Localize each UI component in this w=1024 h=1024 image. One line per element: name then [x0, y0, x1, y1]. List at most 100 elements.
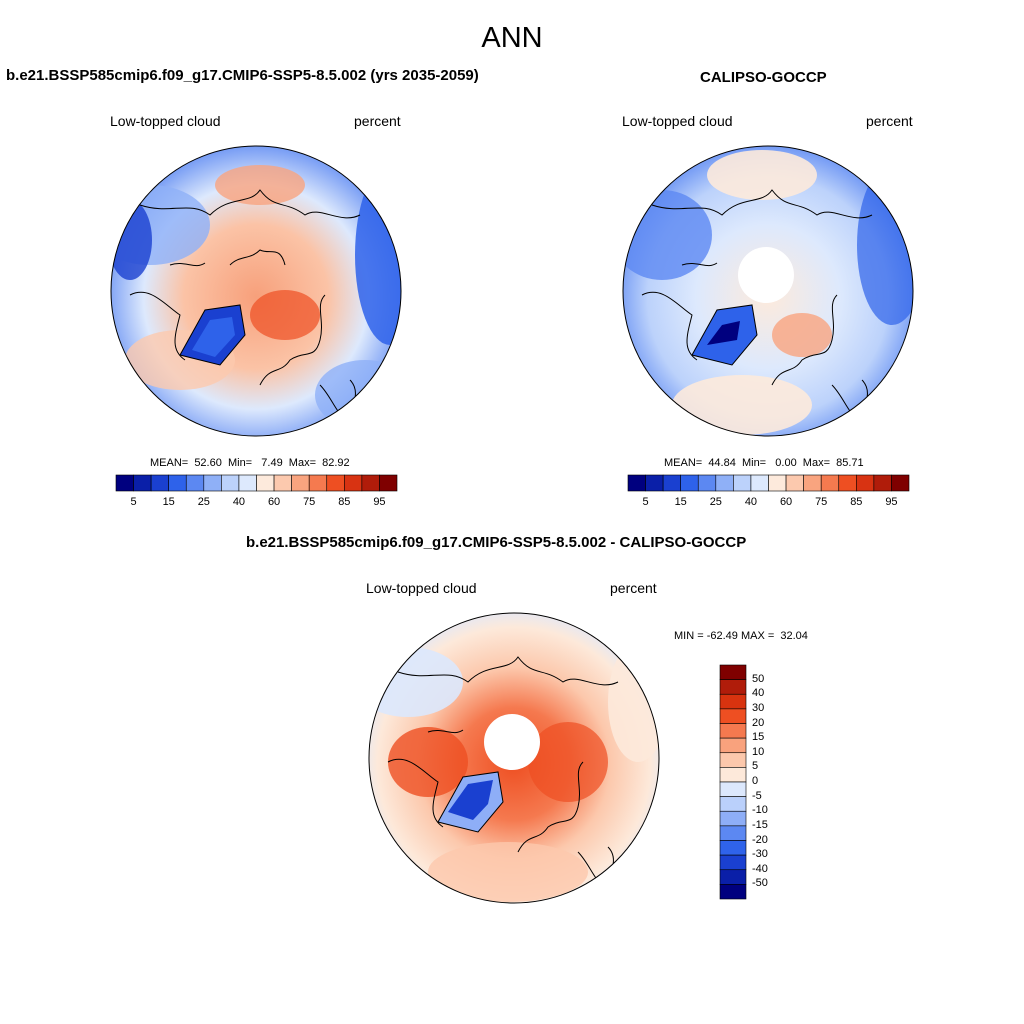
colorbar-swatch: [238, 474, 257, 492]
colorbar-tick-label: 50: [752, 672, 765, 685]
colorbar-swatch: [785, 474, 804, 492]
colorbar-tick-label: 5: [130, 496, 137, 508]
colorbar-swatch: [719, 737, 747, 754]
panel2-units-label: percent: [866, 113, 913, 129]
colorbar-tick-label: 75: [815, 496, 828, 508]
colorbar-tick-label: -30: [752, 848, 768, 861]
colorbar-tick-label: -50: [752, 877, 768, 890]
panel1-units-label: percent: [354, 113, 401, 129]
colorbar-tick-label: 95: [885, 496, 898, 508]
colorbar-tick-label: -5: [752, 789, 762, 802]
panel2-variable-label: Low-topped cloud: [622, 113, 733, 129]
panel3-colorbar: [719, 664, 747, 900]
colorbar-tick-label: 30: [752, 701, 765, 714]
panel1-colorbar-labels: 5 15 25 40 60 75 85 95: [116, 496, 397, 510]
colorbar-swatch: [856, 474, 875, 492]
colorbar-swatch: [719, 723, 747, 739]
colorbar-swatch: [379, 474, 398, 492]
colorbar-swatch: [768, 474, 787, 492]
panel2-case-title: CALIPSO-GOCCP: [700, 69, 827, 86]
colorbar-swatch: [203, 474, 222, 492]
panel3-units-label: percent: [610, 580, 657, 596]
colorbar-swatch: [273, 474, 292, 492]
colorbar-swatch: [719, 840, 747, 856]
colorbar-tick-label: 15: [162, 496, 175, 508]
colorbar-swatch: [750, 474, 769, 492]
colorbar-swatch: [133, 474, 152, 492]
colorbar-tick-label: 15: [752, 731, 765, 744]
colorbar-tick-label: -20: [752, 833, 768, 846]
panel3-stats: MIN = -62.49 MAX = 32.04: [674, 630, 808, 642]
colorbar-tick-label: 40: [232, 496, 246, 508]
colorbar-swatch: [645, 474, 664, 492]
colorbar-swatch: [115, 474, 134, 492]
colorbar-tick-label: 15: [674, 496, 687, 508]
colorbar-tick-label: 40: [752, 687, 765, 700]
colorbar-tick-label: 10: [752, 745, 765, 758]
colorbar-tick-label: 25: [709, 496, 722, 508]
panel3-map: [368, 612, 660, 904]
colorbar-swatch: [150, 474, 169, 492]
colorbar-swatch: [719, 884, 747, 900]
colorbar-swatch: [221, 474, 240, 492]
colorbar-tick-label: -15: [752, 818, 768, 831]
colorbar-swatch: [719, 781, 747, 797]
colorbar-tick-label: 5: [752, 760, 759, 773]
panel1-case-title: b.e21.BSSP585cmip6.f09_g17.CMIP6-SSP5-8.…: [6, 67, 479, 84]
colorbar-swatch: [326, 474, 345, 492]
panel1-map: [110, 145, 402, 437]
colorbar-tick-label: 40: [744, 496, 758, 508]
colorbar-tick-label: 95: [373, 496, 386, 508]
colorbar-tick-label: 75: [303, 496, 316, 508]
panel2-colorbar-labels: 5 15 25 40 60 75 85 95: [628, 496, 909, 510]
colorbar-swatch: [168, 474, 187, 492]
colorbar-tick-label: 25: [197, 496, 210, 508]
colorbar-swatch: [697, 474, 717, 492]
colorbar-swatch: [733, 474, 752, 492]
colorbar-swatch: [838, 474, 857, 492]
colorbar-swatch: [662, 474, 681, 492]
colorbar-swatch: [891, 474, 910, 492]
colorbar-swatch: [185, 474, 205, 492]
panel2-stats: MEAN= 44.84 Min= 0.00 Max= 85.71: [664, 457, 864, 469]
colorbar-swatch: [361, 474, 380, 492]
panel1-stats: MEAN= 52.60 Min= 7.49 Max= 82.92: [150, 457, 350, 469]
colorbar-tick-label: 0: [752, 775, 759, 787]
colorbar-swatch: [256, 474, 275, 492]
colorbar-swatch: [719, 664, 747, 680]
colorbar-swatch: [719, 825, 747, 841]
panel1-variable-label: Low-topped cloud: [110, 113, 221, 129]
colorbar-swatch: [719, 693, 747, 710]
colorbar-swatch: [803, 474, 822, 492]
colorbar-swatch: [291, 474, 310, 492]
colorbar-swatch: [719, 869, 747, 885]
colorbar-tick-label: 60: [267, 496, 281, 508]
colorbar-swatch: [719, 752, 747, 768]
colorbar-swatch: [719, 854, 747, 871]
colorbar-swatch: [873, 474, 892, 492]
colorbar-tick-label: 85: [338, 496, 351, 508]
colorbar-swatch: [719, 767, 747, 783]
colorbar-swatch: [719, 679, 747, 695]
panel2-map: [622, 145, 914, 437]
colorbar-tick-label: 85: [850, 496, 863, 508]
colorbar-tick-label: -40: [752, 862, 768, 875]
colorbar-swatch: [719, 810, 747, 827]
colorbar-swatch: [627, 474, 646, 492]
colorbar-swatch: [719, 708, 747, 724]
colorbar-swatch: [820, 474, 840, 492]
colorbar-tick-label: -10: [752, 804, 768, 817]
colorbar-swatch: [715, 474, 734, 492]
panel3-variable-label: Low-topped cloud: [366, 580, 477, 596]
figure-title: ANN: [481, 22, 543, 54]
panel2-colorbar: [627, 474, 910, 492]
colorbar-swatch: [344, 474, 363, 492]
colorbar-swatch: [719, 796, 747, 812]
colorbar-tick-label: 20: [752, 716, 765, 729]
panel3-colorbar-labels: 50 40 30 20 15 10 5 0 -5 -10 -15 -20 -30 -40 -50: [752, 665, 792, 899]
panel3-case-title: b.e21.BSSP585cmip6.f09_g17.CMIP6-SSP5-8.…: [246, 534, 747, 551]
colorbar-tick-label: 60: [779, 496, 793, 508]
colorbar-swatch: [308, 474, 328, 492]
colorbar-tick-label: 5: [642, 496, 649, 508]
colorbar-swatch: [680, 474, 699, 492]
